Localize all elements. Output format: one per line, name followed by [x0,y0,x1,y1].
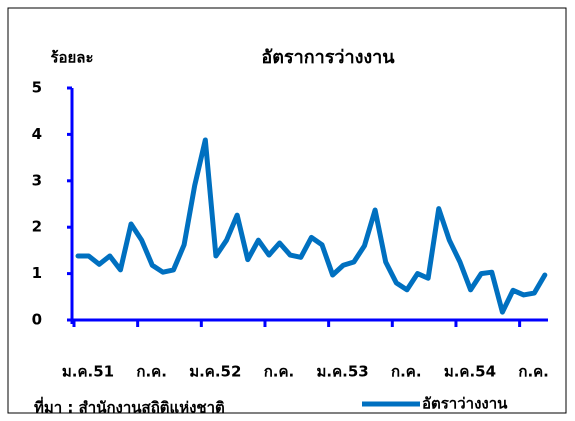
line-series [75,137,548,315]
x-tick-label: ม.ค.53 [317,363,369,381]
x-tick-label: ก.ค. [264,363,295,381]
x-tick-label: ก.ค. [518,363,549,381]
x-tick-label: ก.ค. [136,363,167,381]
y-tick-label: 5 [32,79,42,97]
y-axis-label: ร้อยละ [50,49,93,67]
source: ที่มา : สำนักงานสถิติแห่งชาติ [34,397,225,417]
y-tick-label: 1 [32,264,42,282]
chart-border [7,7,567,414]
x-tick-label: ก.ค. [391,363,422,381]
y-tick-label: 3 [32,171,42,189]
x-tick-label: ม.ค.51 [62,363,114,381]
x-tick-label: ม.ค.54 [444,363,496,381]
y-tick-label: 0 [32,311,42,329]
legend-label: อัตราว่างงาน [422,395,508,413]
x-tick-label: ม.ค.52 [189,363,241,381]
chart-title: อัตราการว่างงาน [261,47,395,68]
y-tick-label: 4 [32,125,42,143]
y-tick-label: 2 [32,218,42,236]
